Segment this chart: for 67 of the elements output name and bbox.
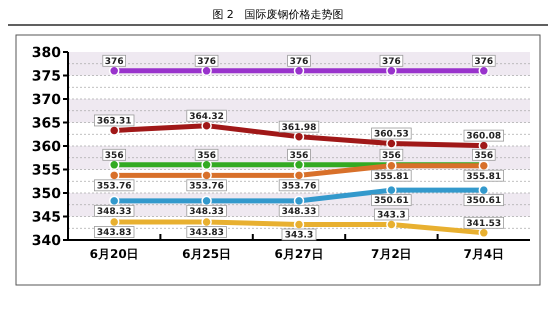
y-tick-label: 355: [32, 162, 61, 178]
point: [201, 66, 212, 76]
point: [386, 66, 397, 76]
chart-title: 图 2 国际废钢价格走势图: [212, 8, 344, 21]
x-tick-label: 6月27日: [274, 247, 324, 261]
data-label: 360.08: [466, 132, 502, 142]
data-label: 376: [382, 56, 401, 67]
data-label: 350.61: [466, 196, 502, 206]
data-label: 356: [104, 150, 124, 161]
data-label: 355.81: [374, 172, 409, 182]
data-label: 348.33: [282, 206, 316, 217]
y-tick-label: 345: [32, 210, 61, 226]
point: [201, 196, 212, 206]
point: [201, 160, 212, 170]
point: [294, 66, 304, 76]
data-label: 350.61: [374, 196, 409, 206]
data-label: 343.3: [284, 230, 314, 241]
y-tick-label: 365: [32, 116, 61, 132]
data-label: 343.3: [377, 210, 406, 221]
data-label: 348.33: [189, 206, 224, 217]
data-label: 376: [104, 56, 124, 67]
data-label: 376: [290, 56, 308, 67]
data-label: 356: [382, 150, 401, 161]
point: [294, 219, 304, 230]
data-label: 343.83: [189, 228, 224, 238]
point: [386, 184, 397, 196]
data-label: 361.98: [282, 122, 316, 133]
point: [108, 66, 120, 76]
data-label: 348.33: [96, 206, 132, 217]
y-tick-label: 380: [32, 45, 62, 61]
data-label: 360.53: [374, 130, 409, 140]
data-label: 341.53: [466, 218, 502, 229]
data-label: 364.32: [189, 112, 224, 122]
data-label: 353.76: [282, 181, 316, 192]
data-label: 376: [197, 56, 216, 67]
point: [201, 120, 212, 131]
point: [294, 160, 304, 170]
point: [201, 170, 212, 181]
point: [478, 184, 490, 196]
x-tick-label: 7月2日: [371, 247, 412, 261]
point: [108, 170, 120, 181]
x-tick-label: 6月25日: [182, 247, 232, 261]
point: [294, 170, 304, 181]
data-label: 353.76: [96, 181, 132, 192]
data-label: 353.76: [189, 181, 224, 192]
point: [386, 219, 397, 230]
x-tick-label: 6月20日: [90, 247, 139, 261]
y-tick-label: 360: [32, 139, 62, 155]
data-label: 355.81: [466, 172, 502, 182]
data-label: 376: [474, 56, 494, 67]
point: [386, 138, 397, 149]
point: [478, 66, 490, 76]
point: [201, 216, 212, 228]
data-label: 343.83: [96, 228, 132, 238]
y-tick-label: 370: [32, 92, 62, 108]
point: [108, 160, 120, 170]
y-tick-label: 375: [32, 68, 61, 84]
data-label: 356: [290, 150, 308, 161]
data-label: 356: [197, 150, 216, 161]
x-tick-label: 7月4日: [463, 247, 504, 261]
y-tick-label: 350: [32, 186, 62, 202]
point: [108, 125, 120, 136]
data-label: 356: [474, 150, 494, 161]
point: [108, 196, 120, 206]
point: [294, 196, 304, 206]
y-tick-label: 340: [32, 233, 62, 249]
data-label: 363.31: [96, 116, 132, 127]
